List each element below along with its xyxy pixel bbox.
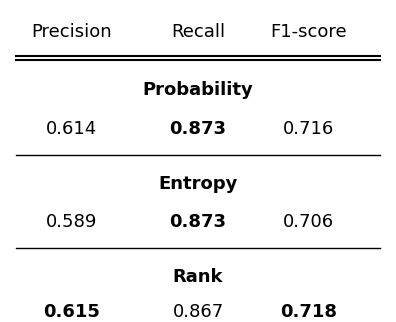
Text: Precision: Precision — [31, 23, 112, 41]
Text: F1-score: F1-score — [270, 23, 347, 41]
Text: 0.615: 0.615 — [43, 303, 100, 321]
Text: 0.873: 0.873 — [169, 213, 227, 231]
Text: Rank: Rank — [173, 268, 223, 286]
Text: 0.614: 0.614 — [46, 120, 97, 138]
Text: 0.716: 0.716 — [283, 120, 335, 138]
Text: Recall: Recall — [171, 23, 225, 41]
Text: 0.873: 0.873 — [169, 120, 227, 138]
Text: Entropy: Entropy — [158, 175, 238, 193]
Text: Probability: Probability — [143, 81, 253, 99]
Text: 0.589: 0.589 — [46, 213, 97, 231]
Text: 0.867: 0.867 — [172, 303, 224, 321]
Text: 0.706: 0.706 — [283, 213, 335, 231]
Text: 0.718: 0.718 — [280, 303, 337, 321]
